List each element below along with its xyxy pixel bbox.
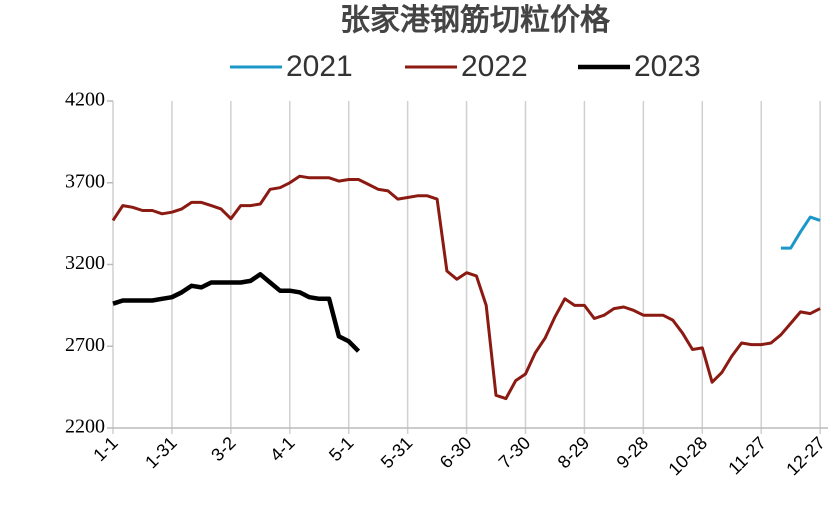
legend-label: 2021 — [286, 50, 353, 83]
chart-title: 张家港钢筋切粒价格 — [340, 3, 611, 38]
legend-label: 2022 — [461, 50, 528, 83]
y-tick-label: 4200 — [65, 89, 105, 111]
y-tick-label: 2200 — [65, 416, 105, 438]
y-tick-label: 3700 — [65, 170, 105, 192]
y-tick-label: 2700 — [65, 334, 105, 356]
line-series — [112, 272, 361, 353]
line-series — [780, 215, 821, 250]
legend-label: 2023 — [634, 50, 701, 83]
y-tick-label: 3200 — [65, 252, 105, 274]
line-series — [111, 174, 821, 401]
